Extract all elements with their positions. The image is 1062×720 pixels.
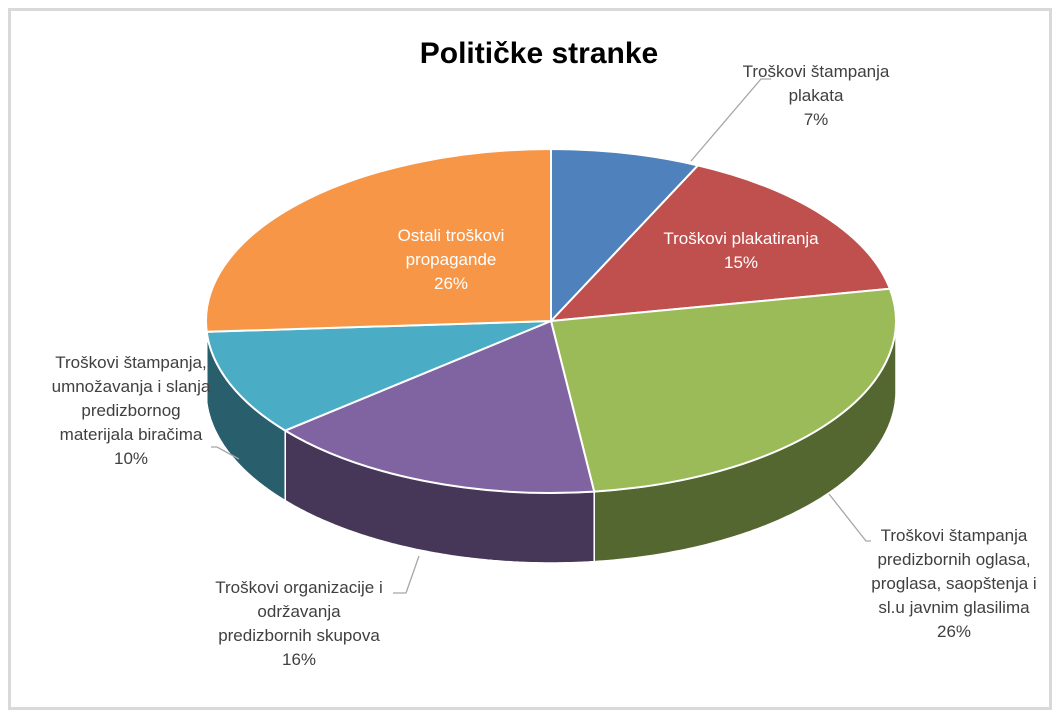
leader-line-4 <box>211 446 240 460</box>
slice-label-4: Troškovi štampanja, umnožavanja i slanja p… <box>52 353 211 468</box>
slice-label-5: Ostali troškovi propagande 26% <box>398 226 505 293</box>
slice-label-2: Troškovi štampanja predizbornih oglasa, pr… <box>871 526 1036 641</box>
chart-frame: Političke stranke Troškovi štampanja plak… <box>8 8 1052 710</box>
chart-title: Političke stranke <box>420 37 658 70</box>
slice-labels: Troškovi štampanja plakata 7% Troškovi plak… <box>52 62 1037 669</box>
pie-chart: Političke stranke Troškovi štampanja plak… <box>52 37 1037 669</box>
leader-line-3 <box>393 555 420 594</box>
pie-slice-4 <box>205 320 552 432</box>
pie-slice-3 <box>282 319 596 494</box>
slice-label-0: Troškovi štampanja plakata 7% <box>743 62 890 129</box>
pie-slice-1 <box>548 164 892 323</box>
leader-lines <box>211 78 871 594</box>
leader-line-2 <box>828 493 871 542</box>
slice-label-3: Troškovi organizacije i održavanja predizb… <box>215 578 383 669</box>
slice-label-1: Troškovi plakatiranja 15% <box>663 229 819 272</box>
pie-slice-0 <box>550 147 700 324</box>
leader-line-0 <box>690 78 771 162</box>
pie-tops <box>205 147 897 494</box>
pie-slice-5 <box>205 147 552 333</box>
pie-slice-2 <box>549 287 897 493</box>
pie-sides <box>205 321 897 564</box>
